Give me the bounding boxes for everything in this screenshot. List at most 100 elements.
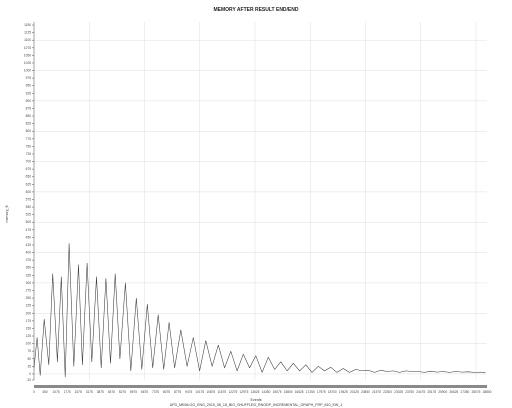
y-tick-label: 775 xyxy=(26,137,32,141)
x-tick-label: 7375 xyxy=(152,390,159,394)
y-tick-label: 950 xyxy=(26,84,32,88)
x-axis-bar xyxy=(34,385,487,388)
x-tick-label: 17975 xyxy=(317,390,326,394)
y-tick-label: 975 xyxy=(26,76,32,80)
y-tick-label: 25 xyxy=(27,364,31,368)
y-tick-label: 1000 xyxy=(24,69,31,73)
x-tick-label: 25900 xyxy=(438,390,447,394)
x-tick-label: 15075 xyxy=(273,390,282,394)
x-tick-label: 9475 xyxy=(185,390,192,394)
y-tick-label: 375 xyxy=(26,258,32,262)
x-tick-label: 28075 xyxy=(472,390,481,394)
x-tick-label: 23025 xyxy=(394,390,403,394)
y-tick-label: 600 xyxy=(26,190,32,194)
x-tick-label: 1775 xyxy=(64,390,71,394)
y-tick-label: 75 xyxy=(27,349,31,353)
x-tick-label: 22300 xyxy=(383,390,392,394)
y-tick-label: 1100 xyxy=(24,38,31,42)
series-line xyxy=(33,243,486,378)
x-tick-label: 5975 xyxy=(130,390,137,394)
y-tick-label: 400 xyxy=(26,251,32,255)
x-tick-label: 450 xyxy=(42,390,48,394)
y-tick-label: 1150 xyxy=(24,23,31,27)
x-tick-label: 13625 xyxy=(251,390,260,394)
x-tick-label: 27350 xyxy=(460,390,469,394)
x-tick-label: 12275 xyxy=(228,390,237,394)
x-tick-label: 16525 xyxy=(295,390,304,394)
y-tick-label: 700 xyxy=(26,160,32,164)
y-tick-label: 750 xyxy=(26,144,32,148)
x-tick-label: 5275 xyxy=(119,390,126,394)
y-tick-label: 1075 xyxy=(24,46,31,50)
y-tick-label: 900 xyxy=(26,99,32,103)
y-tick-label: 350 xyxy=(26,266,32,270)
x-tick-label: 3875 xyxy=(97,390,104,394)
y-tick-label: 925 xyxy=(26,91,32,95)
y-tick-label: 300 xyxy=(26,281,32,285)
x-tick-label: 14350 xyxy=(262,390,271,394)
x-tick-label: 28800 xyxy=(483,390,492,394)
y-tick-label: 675 xyxy=(26,167,32,171)
x-tick-label: 4575 xyxy=(108,390,115,394)
y-tick-label: 1050 xyxy=(24,53,31,57)
x-tick-label: 6675 xyxy=(141,390,148,394)
x-tick-label: 8775 xyxy=(174,390,181,394)
y-tick-label: 875 xyxy=(26,106,32,110)
y-tick-label: 450 xyxy=(26,235,32,239)
x-axis-label: Events xyxy=(251,398,262,402)
y-tick-label: 650 xyxy=(26,175,32,179)
y-tick-label: 275 xyxy=(26,289,32,293)
y-tick-label: 800 xyxy=(26,129,32,133)
y-tick-label: 175 xyxy=(26,319,32,323)
y-tick-label: 50 xyxy=(27,357,31,361)
x-tick-label: 0 xyxy=(33,390,35,394)
y-tick-label: 325 xyxy=(26,273,32,277)
y-tick-label: 1025 xyxy=(24,61,31,65)
series xyxy=(33,243,486,378)
y-tick-label: 575 xyxy=(26,197,32,201)
x-tick-label: 11575 xyxy=(218,390,227,394)
x-tick-label: 17250 xyxy=(306,390,315,394)
x-tick-label: 25175 xyxy=(427,390,436,394)
y-tick-label: 200 xyxy=(26,311,32,315)
y-tick-label: 250 xyxy=(26,296,32,300)
y-tick-label: 475 xyxy=(26,228,32,232)
x-tick-label: 18700 xyxy=(328,390,337,394)
y-tick-label: 500 xyxy=(26,220,32,224)
x-tick-label: 23750 xyxy=(405,390,414,394)
x-tick-label: 10175 xyxy=(195,390,204,394)
y-tick-label: 625 xyxy=(26,182,32,186)
chart-title: MEMORY AFTER RESULT END/END xyxy=(213,7,298,13)
y-tick-label: 825 xyxy=(26,122,32,126)
y-axis: -20 0 25 50 75 100 125 150 175 200 225 250 275 300 325… xyxy=(24,22,35,382)
y-tick-label: 1125 xyxy=(24,31,31,35)
x-tick-label: 24475 xyxy=(416,390,425,394)
grid xyxy=(34,22,487,380)
x-tick-label: 26625 xyxy=(449,390,458,394)
y-tick-label: 850 xyxy=(26,114,32,118)
y-tick-label: 100 xyxy=(26,342,32,346)
x-tick-label: 20125 xyxy=(350,390,359,394)
x-tick-label: 2475 xyxy=(75,390,82,394)
x-axis: 0 450 1075 1775 2475 3175 3875 4575 5275 5975 6675… xyxy=(33,390,492,394)
y-tick-label: 550 xyxy=(26,205,32,209)
x-tick-label: 12975 xyxy=(239,390,248,394)
y-tick-label: 225 xyxy=(26,304,32,308)
y-tick-label: 150 xyxy=(26,326,32,330)
chart-subtitle: UFD_MEMLOG_ENG_2019_06_18_BIG_SHUFFLED_R… xyxy=(170,403,343,407)
x-tick-label: 1075 xyxy=(53,390,60,394)
y-tick-label: -20 xyxy=(26,378,31,382)
y-tick-label: 125 xyxy=(26,334,32,338)
y-tick-label: 0 xyxy=(29,372,31,376)
x-tick-label: 15800 xyxy=(284,390,293,394)
x-tick-label: 10875 xyxy=(206,390,215,394)
x-tick-label: 3175 xyxy=(86,390,93,394)
x-tick-label: 21575 xyxy=(372,390,381,394)
y-tick-label: 725 xyxy=(26,152,32,156)
y-tick-label: 525 xyxy=(26,213,32,217)
x-tick-label: 19425 xyxy=(339,390,348,394)
x-tick-label: 8075 xyxy=(163,390,170,394)
y-axis-label: memory_ft xyxy=(5,206,9,223)
y-tick-label: 425 xyxy=(26,243,32,247)
